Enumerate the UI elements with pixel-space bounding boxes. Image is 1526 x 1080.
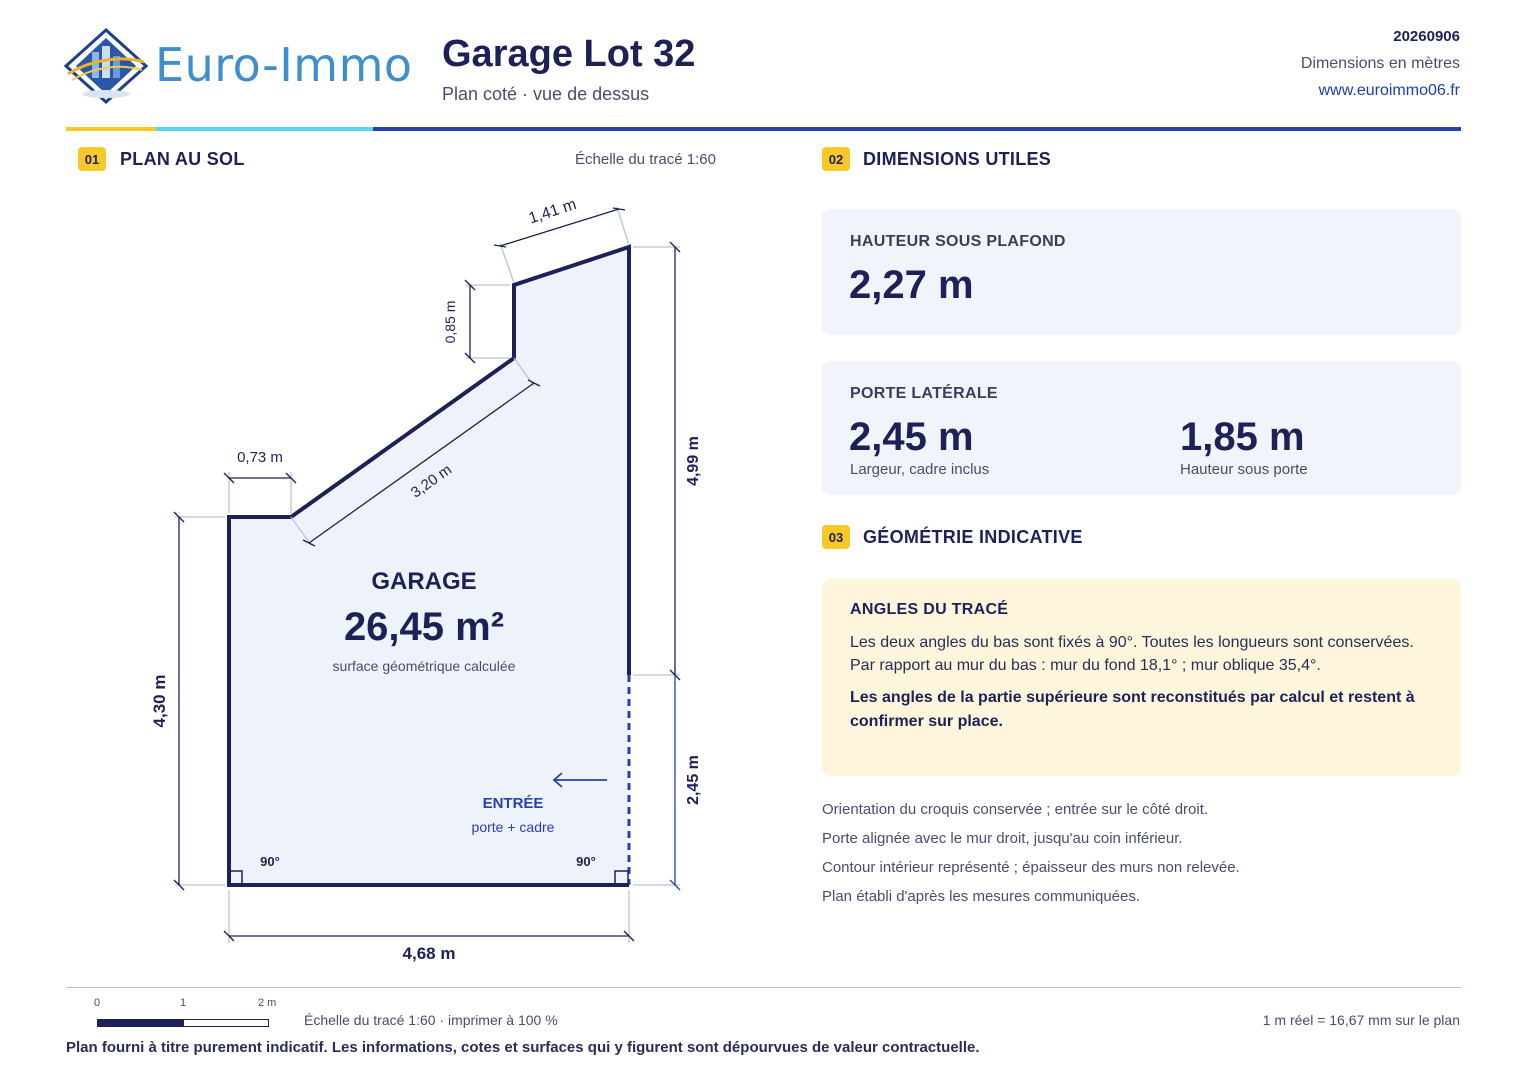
section-badge-dimensions: 02 (822, 147, 850, 171)
scale-bar-tick-1: 1 (180, 997, 187, 1009)
angle-right: 90° (576, 854, 596, 869)
plan-scale: Échelle du tracé 1:60 (575, 151, 716, 168)
dim-label-back: 1,41 m (527, 196, 579, 227)
geometry-note-card: ANGLES DU TRACÉ Les deux angles du bas s… (822, 579, 1461, 776)
page-title: Garage Lot 32 (442, 33, 696, 75)
floor-plan: GARAGE 26,45 m² surface géométrique calc… (150, 196, 702, 963)
side-door-card: PORTE LATÉRALE 2,45 m Largeur, cadre inc… (822, 361, 1461, 495)
website-link[interactable]: www.euroimmo06.fr (1318, 82, 1460, 99)
header-rule-cyan (156, 127, 373, 131)
brand-name: Euro-Immo (155, 38, 413, 92)
right-angle-marker-left (228, 870, 243, 885)
side-door-label: PORTE LATÉRALE (850, 385, 998, 402)
entry-arrow-icon (552, 772, 607, 788)
scale-bar-filled (98, 1020, 184, 1026)
info-line-1: Orientation du croquis conservée ; entré… (822, 801, 1209, 818)
note-warning: Les angles de la partie supérieure sont … (850, 689, 1415, 730)
reference-number: 20260906 (1393, 28, 1460, 45)
right-angle-marker-right (614, 870, 629, 885)
header-rule (66, 127, 1461, 131)
section-title-dimensions: DIMENSIONS UTILES (863, 149, 1052, 169)
dim-label-step: 0,85 m (442, 301, 458, 344)
door-width-caption: Largeur, cadre inclus (850, 461, 990, 478)
note-line-1: Les deux angles du bas sont fixés à 90°.… (850, 634, 1414, 651)
scale-bar-tick-0: 0 (94, 997, 101, 1009)
footer-conversion: 1 m réel = 16,67 mm sur le plan (1262, 1012, 1460, 1028)
ceiling-label: HAUTEUR SOUS PLAFOND (850, 233, 1066, 250)
section-title-plan: PLAN AU SOL (120, 149, 245, 169)
footer-rule (66, 987, 1461, 988)
ceiling-card: HAUTEUR SOUS PLAFOND 2,27 m (822, 209, 1461, 335)
note-line-2: Par rapport au mur du bas : mur du fond … (850, 657, 1321, 674)
logo-diamond-icon (63, 27, 149, 105)
scale-bar-tick-2: 2 m (258, 997, 277, 1009)
logo (63, 27, 149, 105)
dim-label-bottom: 4,68 m (403, 944, 456, 963)
note-title: ANGLES DU TRACÉ (850, 601, 1009, 618)
garage-walls (227, 244, 631, 887)
dim-line-oblique (308, 382, 535, 544)
section-badge-plan: 01 (78, 147, 106, 171)
room-name: GARAGE (371, 568, 476, 595)
dim-label-door: 2,45 m (685, 755, 702, 805)
dim-label-right: 4,99 m (685, 436, 702, 486)
disclaimer: Plan fourni à titre purement indicatif. … (66, 1039, 980, 1056)
door-height-value: 1,85 m (1180, 415, 1305, 459)
info-line-4: Plan établi d'après les mesures communiq… (822, 888, 1141, 905)
section-title-geometry: GÉOMÉTRIE INDICATIVE (863, 527, 1083, 547)
ceiling-value: 2,27 m (849, 263, 974, 307)
units-note: Dimensions en mètres (1300, 55, 1460, 72)
door-width-value: 2,45 m (849, 415, 974, 459)
page-subtitle: Plan coté · vue de dessus (442, 84, 650, 104)
scale-bar (97, 1019, 269, 1027)
angle-left: 90° (260, 854, 280, 869)
dim-label-ledge: 0,73 m (237, 449, 283, 466)
door-height-caption: Hauteur sous porte (1180, 461, 1308, 478)
dim-label-left: 4,30 m (150, 675, 169, 728)
dim-line-back (499, 208, 620, 247)
entry-label: ENTRÉE (483, 795, 544, 812)
section-badge-geometry: 03 (822, 525, 850, 549)
info-line-2: Porte alignée avec le mur droit, jusqu'a… (822, 830, 1183, 847)
entry-caption: porte + cadre (472, 819, 555, 835)
area-caption: surface géométrique calculée (333, 658, 516, 674)
footer-scale: Échelle du tracé 1:60 · imprimer à 100 % (304, 1012, 558, 1028)
header-rule-yellow (66, 127, 156, 131)
room-area: 26,45 m² (344, 605, 504, 649)
info-line-3: Contour intérieur représenté ; épaisseur… (822, 859, 1240, 876)
garage-floor (229, 247, 629, 885)
